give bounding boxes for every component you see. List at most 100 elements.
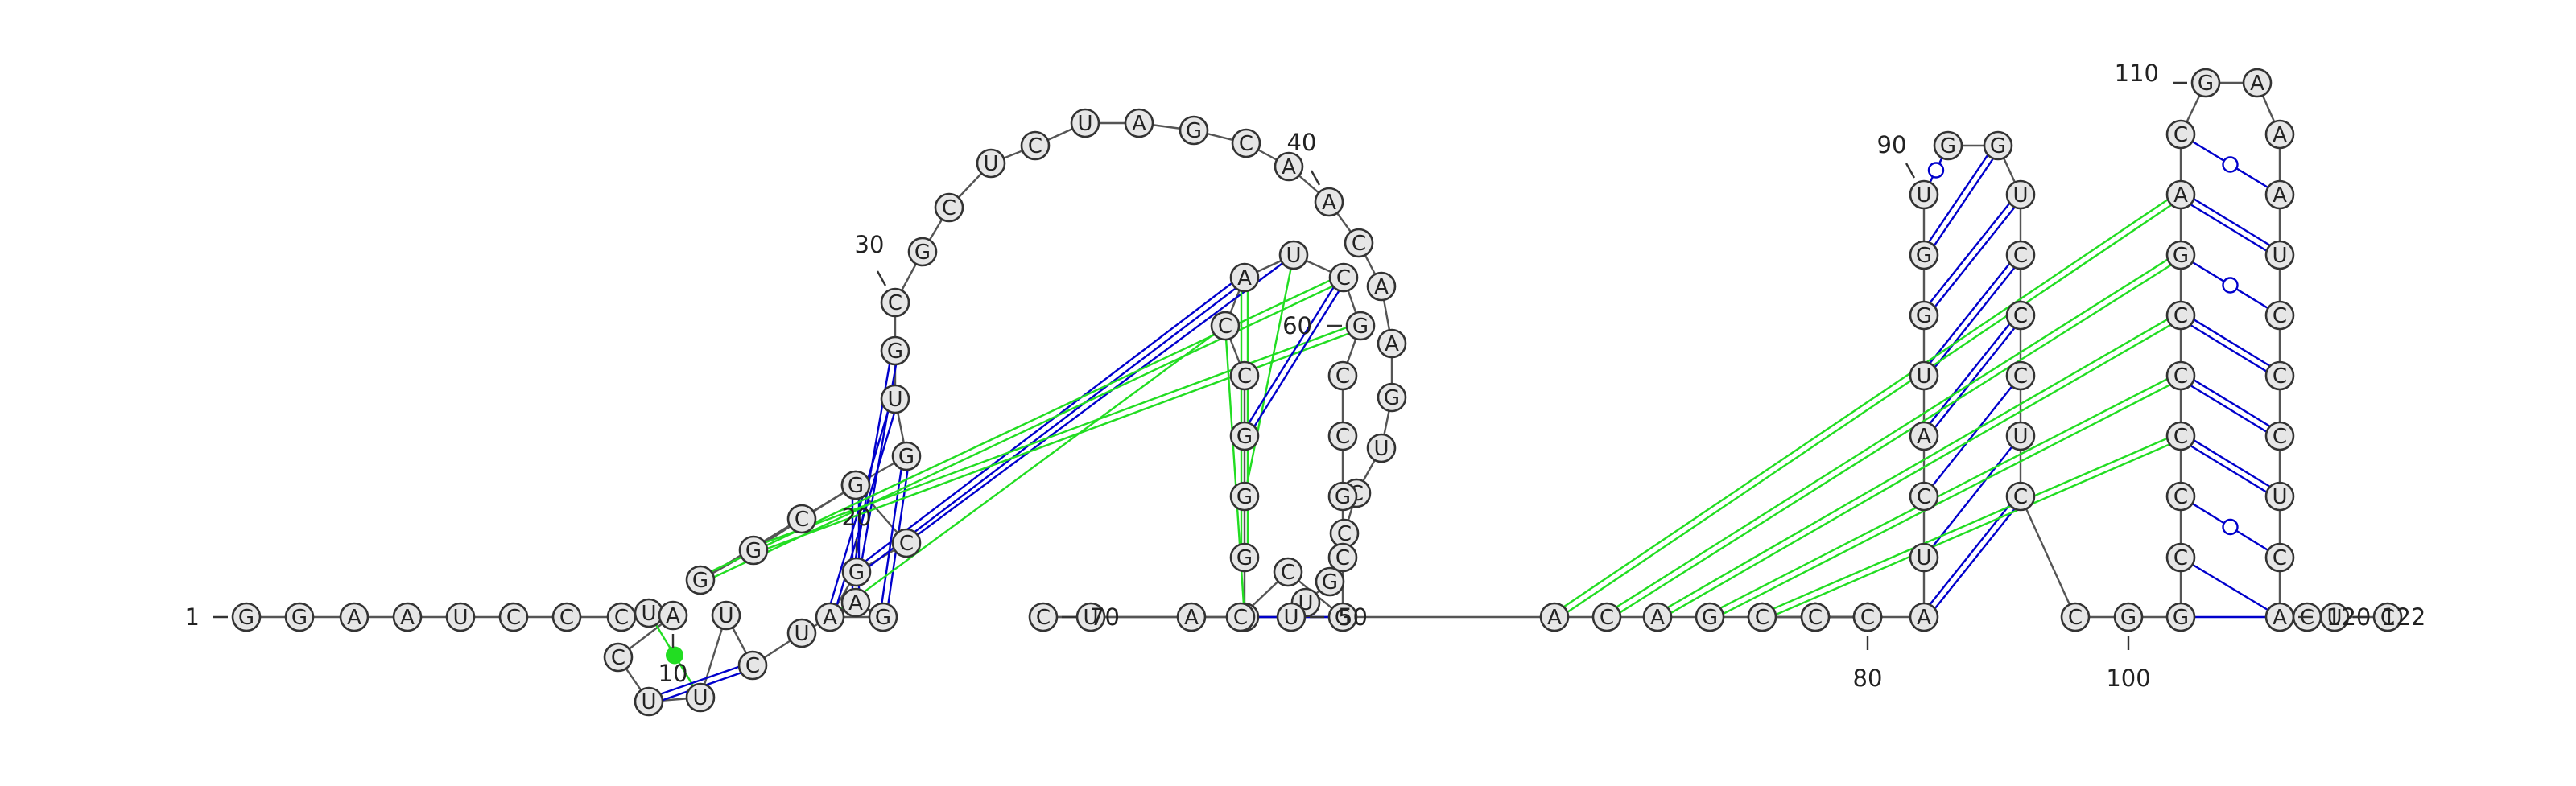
nucleotide-letter: C bbox=[2013, 485, 2028, 509]
nucleotide-34: C bbox=[1020, 130, 1051, 161]
nucleotides: GGAAUCCCUACUUUCUAGAGCUGGCGGUGCGCUCUAGCAA… bbox=[231, 68, 2403, 717]
position-label-text: 90 bbox=[1877, 131, 1907, 158]
nucleotide-97: U bbox=[2005, 421, 2036, 451]
nucleotide-113: A bbox=[2264, 179, 2295, 210]
nucleotide-1: G bbox=[231, 602, 262, 632]
position-label-text: 100 bbox=[2106, 665, 2150, 692]
nucleotide-letter: A bbox=[400, 606, 415, 630]
nucleotide-circle bbox=[2165, 602, 2196, 632]
nucleotide-circle bbox=[868, 602, 898, 632]
nucleotide-letter: C bbox=[559, 606, 574, 630]
nucleotide-circle bbox=[284, 602, 315, 632]
nucleotide-78: C bbox=[1747, 602, 1777, 632]
nucleotide-circle bbox=[2060, 602, 2091, 632]
nucleotide-letter: C bbox=[506, 606, 521, 630]
nucleotide-circle bbox=[2372, 602, 2403, 632]
nucleotide-letter: U bbox=[1283, 606, 1298, 630]
base-pair-line bbox=[1563, 199, 2169, 608]
nucleotide-11: C bbox=[603, 642, 634, 673]
nucleotide-letter: A bbox=[666, 604, 680, 628]
nucleotide-circle bbox=[738, 535, 769, 566]
nucleotide-16: U bbox=[786, 618, 817, 648]
nucleotide-letter: G bbox=[692, 569, 708, 593]
base-pair-canonical-double bbox=[1928, 154, 1994, 246]
nucleotide-14: U bbox=[711, 600, 741, 631]
nucleotide-41: C bbox=[1344, 228, 1374, 258]
nucleotide-73: A bbox=[1642, 602, 1673, 632]
nucleotide-letter: G bbox=[887, 340, 903, 364]
base-pair-line bbox=[1934, 327, 2016, 428]
base-pair-canonical-double bbox=[2190, 379, 2271, 433]
nucleotide-circle bbox=[880, 335, 910, 366]
base-pair-line bbox=[1667, 318, 2168, 609]
nucleotide-circle bbox=[445, 602, 476, 632]
base-pair-line bbox=[1929, 323, 2011, 424]
base-pair-line bbox=[1775, 443, 2170, 616]
nucleotide-circle bbox=[1225, 602, 1256, 632]
base-pair-line bbox=[1670, 323, 2171, 615]
nucleotide-circle bbox=[603, 642, 634, 673]
nucleotide-circle bbox=[231, 602, 262, 632]
nucleotide-115: C bbox=[2264, 300, 2295, 331]
nucleotide-letter: U bbox=[2013, 425, 2028, 449]
nucleotide-47: C bbox=[1329, 518, 1360, 549]
nucleotide-letter: C bbox=[795, 508, 809, 532]
nucleotide-letter: G bbox=[291, 606, 308, 630]
nucleotide-letter: A bbox=[2273, 183, 2287, 208]
nucleotide-letter: U bbox=[718, 604, 733, 628]
base-pair-line bbox=[2191, 563, 2269, 611]
nucleotide-29: G bbox=[880, 335, 910, 366]
nucleotide-circle bbox=[551, 602, 582, 632]
nucleotide-letter: U bbox=[794, 622, 809, 646]
nucleotide-letter: C bbox=[888, 291, 902, 315]
nucleotide-25: C bbox=[786, 504, 817, 534]
nucleotide-circle bbox=[1642, 602, 1673, 632]
nucleotide-106: C bbox=[2165, 300, 2196, 331]
nucleotide-letter: G bbox=[1916, 304, 1932, 328]
base-pair-line bbox=[1934, 267, 2016, 368]
nucleotide-letter: U bbox=[1916, 364, 1931, 389]
nucleotide-letter: U bbox=[692, 686, 708, 710]
nucleotide-letter: G bbox=[1236, 425, 1253, 449]
nucleotide-letter: G bbox=[2173, 244, 2189, 268]
nucleotide-circle bbox=[976, 148, 1006, 179]
nucleotide-114: U bbox=[2264, 240, 2295, 270]
nucleotide-circle bbox=[1800, 602, 1831, 632]
nucleotide-17: A bbox=[840, 587, 871, 618]
nucleotide-letter: C bbox=[614, 606, 629, 630]
nucleotide-letter: C bbox=[1233, 606, 1248, 630]
nucleotide-letter: A bbox=[2273, 123, 2287, 147]
position-label-text: 70 bbox=[1090, 603, 1120, 631]
base-pair-canonical-single bbox=[1931, 385, 2013, 487]
nucleotide-circle bbox=[891, 441, 922, 471]
base-pair-line bbox=[1931, 446, 2013, 548]
nucleotide-85: C bbox=[1909, 481, 1939, 512]
nucleotide-letter: G bbox=[238, 606, 254, 630]
nucleotide-90: U bbox=[1909, 179, 1939, 210]
nucleotide-letter: G bbox=[1335, 485, 1351, 509]
nucleotide-letter: C bbox=[2174, 304, 2188, 328]
nucleotide-letter: U bbox=[2326, 606, 2342, 630]
nucleotide-30: C bbox=[880, 287, 910, 318]
nucleotide-circle bbox=[1344, 228, 1374, 258]
nucleotide-letter: C bbox=[1808, 606, 1823, 630]
nucleotide-74: G bbox=[1695, 602, 1725, 632]
nucleotide-54: G bbox=[1229, 421, 1260, 451]
base-pair-tertiary-single bbox=[840, 333, 1216, 610]
nucleotide-101: G bbox=[2165, 602, 2196, 632]
nucleotide-letter: G bbox=[2120, 606, 2136, 630]
nucleotide-letter: C bbox=[745, 654, 760, 678]
base-pair-canonical-double bbox=[2190, 198, 2271, 252]
nucleotide-circle bbox=[2264, 542, 2295, 573]
nucleotide-circle bbox=[1276, 602, 1307, 632]
nucleotide-letter: C bbox=[1755, 606, 1769, 630]
base-pair-line bbox=[1246, 268, 1292, 484]
nucleotide-letter: A bbox=[1237, 266, 1252, 290]
nucleotide-circle bbox=[891, 528, 922, 558]
nucleotide-40: A bbox=[1314, 187, 1344, 217]
nucleotide-letter: U bbox=[2272, 485, 2287, 509]
position-label-110: 110 bbox=[2115, 60, 2187, 87]
nucleotide-letter: A bbox=[1917, 425, 1931, 449]
nucleotide-33: U bbox=[976, 148, 1006, 179]
